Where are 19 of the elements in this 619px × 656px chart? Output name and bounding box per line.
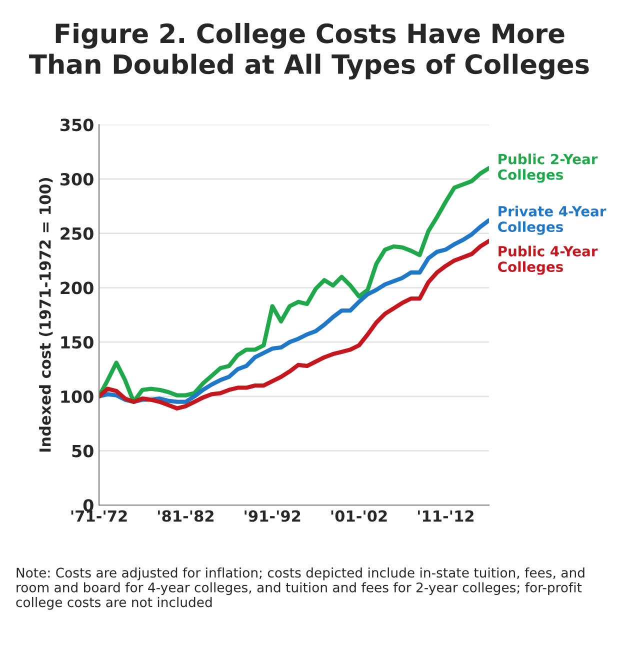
y-tick-label: 200	[60, 282, 94, 294]
y-tick-label: 50	[72, 444, 94, 458]
y-tick-label: 250	[60, 227, 94, 240]
x-tick-label: '91-'92	[244, 510, 300, 522]
x-tick-label: '71-'72	[71, 510, 127, 522]
y-tick-label: 150	[61, 336, 94, 349]
series-label: Public 2-Year Colleges	[498, 154, 598, 183]
y-tick-label: 300	[60, 172, 94, 186]
series-label: Public 4-Year Colleges	[498, 246, 598, 275]
y-axis-title: Indexed cost (1971-1972 = 100)	[39, 178, 53, 452]
y-tick-label: 0	[83, 499, 94, 512]
text: Note: Costs are adjusted for inflation; costs depicted include in-state tuition, fees, and room and board for 4-year colleges, and tuition and fees for 2-year colleges; for-profit college costs are not included	[16, 567, 584, 610]
x-tick-label: '01-'02	[331, 510, 387, 522]
y-tick-label: 100	[61, 390, 94, 403]
y-tick-label: 350	[60, 118, 94, 132]
x-tick-label: '81-'82	[158, 510, 214, 522]
series-label: Private 4-Year Colleges	[498, 206, 606, 235]
chart-title: Figure 2. College Costs Have More Than Doubled at All Types of Colleges	[29, 22, 589, 80]
x-tick-label: '11-'12	[418, 510, 474, 522]
